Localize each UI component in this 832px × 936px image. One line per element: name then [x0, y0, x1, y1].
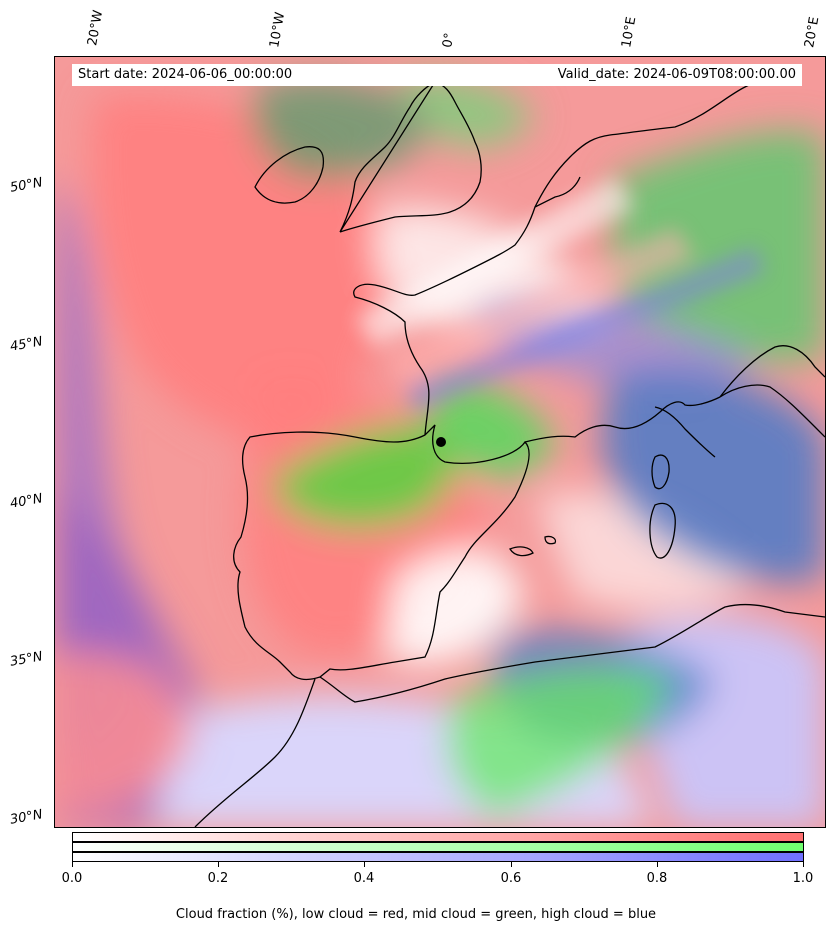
colorbar-tick [72, 862, 73, 867]
coastline-corsica [651, 454, 670, 490]
coastline-sardinia [649, 502, 676, 559]
info-bar: Start date: 2024-06-06_00:00:00 Valid_da… [72, 64, 802, 86]
lon-label-10e: 10°E [619, 15, 640, 49]
coastline-ireland [254, 146, 325, 204]
coastline-balkans [719, 345, 825, 398]
colorbar-high-band [72, 852, 804, 862]
colorbar-tick [218, 862, 219, 867]
lat-label-50n: 50°N [8, 175, 44, 196]
coastline-iberia [233, 424, 530, 681]
lat-label-40n: 40°N [8, 491, 44, 512]
colorbar-tick [364, 862, 365, 867]
start-date-label: Start date: 2024-06-06_00:00:00 [78, 67, 293, 82]
lon-label-10w: 10°W [267, 11, 289, 50]
lat-label-35n: 35°N [8, 649, 44, 670]
valid-date-label: Valid_date: 2024-06-09T08:00:00.00 [557, 67, 796, 82]
location-marker [436, 437, 446, 447]
colorbar-tick-label: 0.2 [207, 871, 229, 886]
lat-label-30n: 30°N [8, 807, 44, 828]
lon-label-0: 0° [440, 31, 458, 49]
coastline-north-africa [194, 603, 825, 827]
colorbar-tick-label: 0.4 [353, 871, 375, 886]
colorbar-tick-label: 0.8 [646, 871, 668, 886]
colorbar-tick-label: 0.0 [61, 871, 83, 886]
coastline-balearics [509, 535, 557, 557]
colorbar-tick [511, 862, 512, 867]
colorbar-caption: Cloud fraction (%), low cloud = red, mid… [175, 907, 657, 922]
coastline-britain [339, 80, 482, 233]
coastline-italy [654, 384, 825, 458]
coastline-france [353, 176, 721, 443]
lat-label-45n: 45°N [8, 334, 44, 355]
cloud-streaks [355, 177, 765, 412]
colorbar-tick [803, 862, 804, 867]
coastlines [194, 76, 825, 827]
cloud-map-canvas [55, 57, 825, 827]
lon-label-20w: 20°W [85, 9, 107, 48]
colorbar-tick [657, 862, 658, 867]
colorbar-tick-label: 1.0 [792, 871, 814, 886]
colorbar-mid-band [72, 842, 804, 852]
cloud-map[interactable]: Start date: 2024-06-06_00:00:00 Valid_da… [54, 56, 826, 828]
colorbar [72, 832, 804, 862]
coastline-north-europe [534, 76, 766, 208]
lon-label-20e: 20°E [802, 15, 823, 49]
colorbar-low-band [72, 832, 804, 842]
colorbar-tick-label: 0.6 [500, 871, 522, 886]
